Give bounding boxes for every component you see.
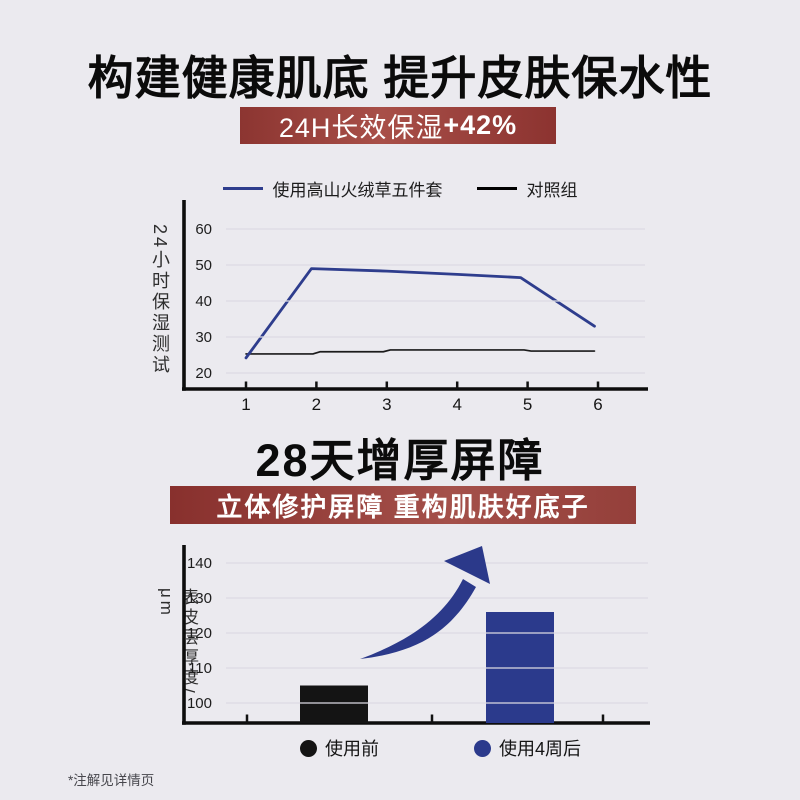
- y-tick-label: 120: [187, 625, 212, 642]
- blue-line-swatch-icon: [222, 187, 263, 190]
- y-tick-label: 100: [187, 695, 212, 712]
- legend-item-control: 对照组: [476, 176, 578, 201]
- line-chart-ylabel: 24小时保湿测试: [150, 224, 170, 377]
- bar-legend-after: 使用4周后: [474, 735, 581, 761]
- line-chart-legend: 使用高山火绒草五件套 对照组: [0, 176, 800, 201]
- y-tick-label: 50: [195, 257, 212, 274]
- x-tick-label: 5: [523, 395, 532, 414]
- y-tick-label: 140: [187, 555, 212, 572]
- bar-legend-before-label: 使用前: [325, 739, 379, 759]
- bar-chart-plot: 140 130 120 110 100: [182, 545, 650, 725]
- black-dot-icon: [300, 739, 317, 757]
- bar-legend-after-label: 使用4周后: [499, 739, 582, 759]
- growth-arrow-icon: [360, 579, 476, 659]
- section-barrier-title: 28天增厚屏障: [255, 435, 545, 486]
- y-tick-label: 30: [195, 329, 212, 346]
- series-line-0: [244, 267, 596, 360]
- line-chart-plot: 6 5 4 3 2 1 60 50 40 30 20: [182, 200, 648, 414]
- x-tick-label: 2: [312, 395, 321, 414]
- x-tick-label: 3: [382, 395, 391, 414]
- moisture-banner: 24H长效保湿 +42%: [240, 107, 556, 144]
- legend-label-product: 使用高山火绒草五件套: [272, 181, 443, 200]
- legend-item-product: 使用高山火绒草五件套: [222, 176, 443, 201]
- bar-legend-before: 使用前: [300, 735, 379, 761]
- moisture-line-chart: 6 5 4 3 2 1 60 50 40 30 20: [182, 200, 648, 414]
- y-tick-label: 20: [195, 365, 212, 382]
- y-tick-label: 130: [187, 590, 212, 607]
- moisture-banner-highlight: +42%: [443, 110, 518, 140]
- growth-arrow-head-icon: [444, 546, 490, 584]
- moisture-banner-text: 24H长效保湿: [278, 113, 444, 143]
- y-tick-label: 60: [195, 221, 212, 238]
- barrier-banner: 立体修护屏障 重构肌肤好底子: [170, 486, 636, 524]
- y-tick-label: 110: [188, 660, 212, 677]
- x-tick-label: 6: [593, 395, 602, 414]
- bar-0: [300, 685, 368, 723]
- thickness-bar-chart: 140 130 120 110 100: [182, 545, 650, 725]
- series-line-1: [245, 349, 596, 355]
- x-tick-label: 1: [241, 395, 250, 414]
- y-tick-label: 40: [195, 293, 212, 310]
- footnote: *注解见详情页: [68, 773, 155, 788]
- x-tick-label: 4: [452, 395, 461, 414]
- legend-label-control: 对照组: [526, 181, 578, 200]
- blue-dot-icon: [474, 739, 491, 757]
- barrier-banner-text: 立体修护屏障 重构肌肤好底子: [216, 491, 590, 522]
- black-line-swatch-icon: [476, 187, 517, 190]
- section-moisture-title: 构建健康肌底 提升皮肤保水性: [87, 52, 713, 104]
